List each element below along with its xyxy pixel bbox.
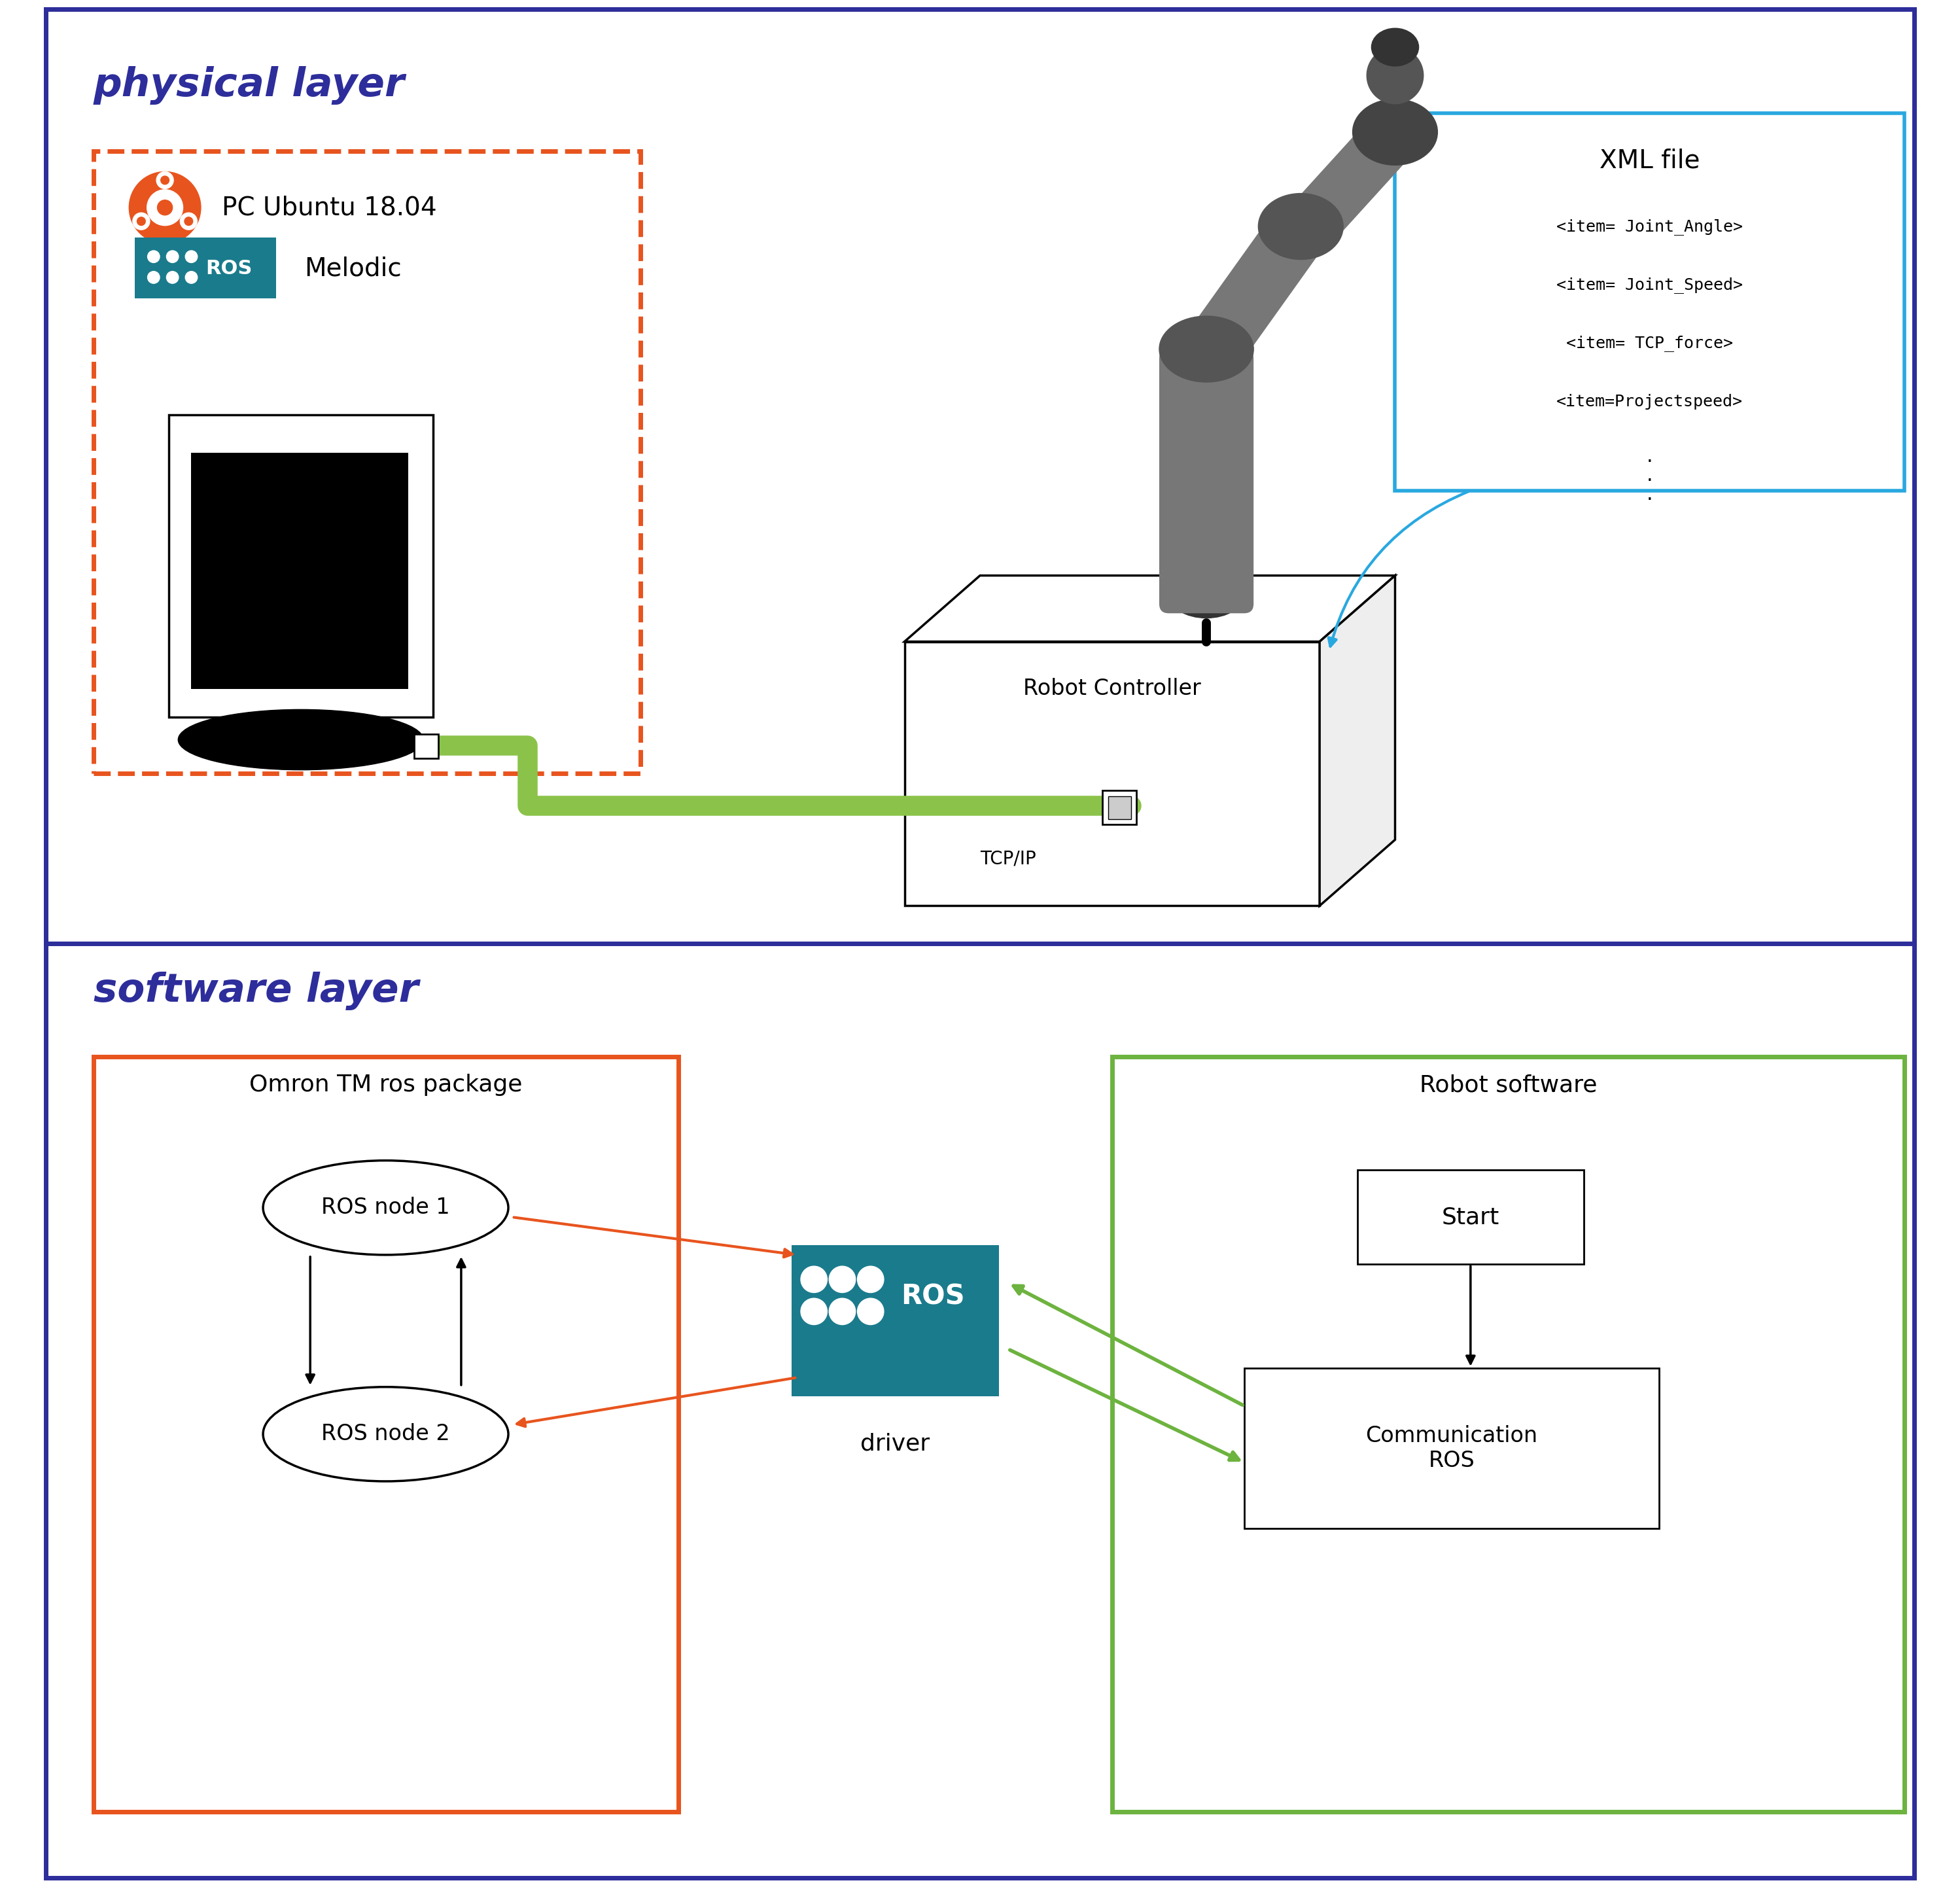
Circle shape <box>802 1298 827 1325</box>
Text: ROS: ROS <box>206 259 253 279</box>
Circle shape <box>147 191 182 226</box>
Text: .: . <box>1646 447 1652 466</box>
Text: <item= Joint_Angle>: <item= Joint_Angle> <box>1556 219 1742 234</box>
Ellipse shape <box>1352 98 1437 164</box>
Circle shape <box>802 1266 827 1293</box>
Polygon shape <box>1168 226 1339 359</box>
Circle shape <box>137 217 145 225</box>
Circle shape <box>857 1266 884 1293</box>
Ellipse shape <box>1372 28 1419 66</box>
FancyBboxPatch shape <box>94 1057 678 1812</box>
Circle shape <box>167 251 178 262</box>
Text: Robot Controller: Robot Controller <box>1023 677 1201 700</box>
FancyBboxPatch shape <box>414 734 439 759</box>
FancyBboxPatch shape <box>47 9 1913 944</box>
Circle shape <box>129 172 200 243</box>
Text: ROS: ROS <box>902 1283 964 1310</box>
FancyBboxPatch shape <box>1396 113 1905 491</box>
Ellipse shape <box>1366 47 1423 104</box>
Text: Omron TM ros package: Omron TM ros package <box>249 1074 521 1096</box>
FancyBboxPatch shape <box>1107 796 1131 819</box>
Text: ROS node 2: ROS node 2 <box>321 1423 451 1445</box>
FancyBboxPatch shape <box>47 9 1913 1878</box>
Circle shape <box>857 1298 884 1325</box>
Circle shape <box>829 1266 855 1293</box>
Text: .: . <box>1646 485 1652 504</box>
FancyBboxPatch shape <box>192 453 408 689</box>
Ellipse shape <box>1168 570 1245 619</box>
Circle shape <box>161 175 169 185</box>
Polygon shape <box>904 576 1396 642</box>
Text: <item= TCP_force>: <item= TCP_force> <box>1566 336 1733 351</box>
Circle shape <box>157 172 172 189</box>
FancyBboxPatch shape <box>1158 349 1254 613</box>
Text: XML file: XML file <box>1599 147 1699 174</box>
FancyBboxPatch shape <box>1103 791 1137 825</box>
Text: Melodic: Melodic <box>304 257 402 281</box>
FancyBboxPatch shape <box>792 1245 1000 1396</box>
Ellipse shape <box>1158 315 1254 381</box>
Text: driver: driver <box>860 1432 929 1455</box>
Text: TCP/IP: TCP/IP <box>980 849 1037 868</box>
Circle shape <box>147 272 159 283</box>
Text: .: . <box>1646 466 1652 485</box>
FancyBboxPatch shape <box>135 238 276 298</box>
Circle shape <box>184 217 192 225</box>
Circle shape <box>147 251 159 262</box>
Text: physical layer: physical layer <box>94 66 404 104</box>
Circle shape <box>186 251 198 262</box>
FancyBboxPatch shape <box>169 415 433 717</box>
Circle shape <box>186 272 198 283</box>
Circle shape <box>829 1298 855 1325</box>
Ellipse shape <box>263 1161 508 1255</box>
Ellipse shape <box>178 710 423 770</box>
Polygon shape <box>1319 576 1396 906</box>
Circle shape <box>180 213 198 230</box>
Circle shape <box>157 200 172 215</box>
FancyBboxPatch shape <box>904 642 1319 906</box>
FancyBboxPatch shape <box>1245 1368 1660 1528</box>
Ellipse shape <box>1258 194 1343 259</box>
Circle shape <box>133 213 149 230</box>
Text: Start: Start <box>1443 1206 1499 1228</box>
Text: <item= Joint_Speed>: <item= Joint_Speed> <box>1556 277 1742 292</box>
Polygon shape <box>1262 132 1433 236</box>
Text: software layer: software layer <box>94 972 417 1010</box>
Circle shape <box>167 272 178 283</box>
Ellipse shape <box>263 1387 508 1481</box>
Text: PC Ubuntu 18.04: PC Ubuntu 18.04 <box>221 194 437 221</box>
Text: ROS node 1: ROS node 1 <box>321 1196 451 1219</box>
Text: <item=Projectspeed>: <item=Projectspeed> <box>1556 394 1742 409</box>
FancyBboxPatch shape <box>1111 1057 1905 1812</box>
Text: Communication
ROS: Communication ROS <box>1366 1425 1539 1472</box>
Text: Robot software: Robot software <box>1419 1074 1597 1096</box>
FancyArrowPatch shape <box>1329 491 1468 647</box>
FancyBboxPatch shape <box>1358 1170 1584 1264</box>
